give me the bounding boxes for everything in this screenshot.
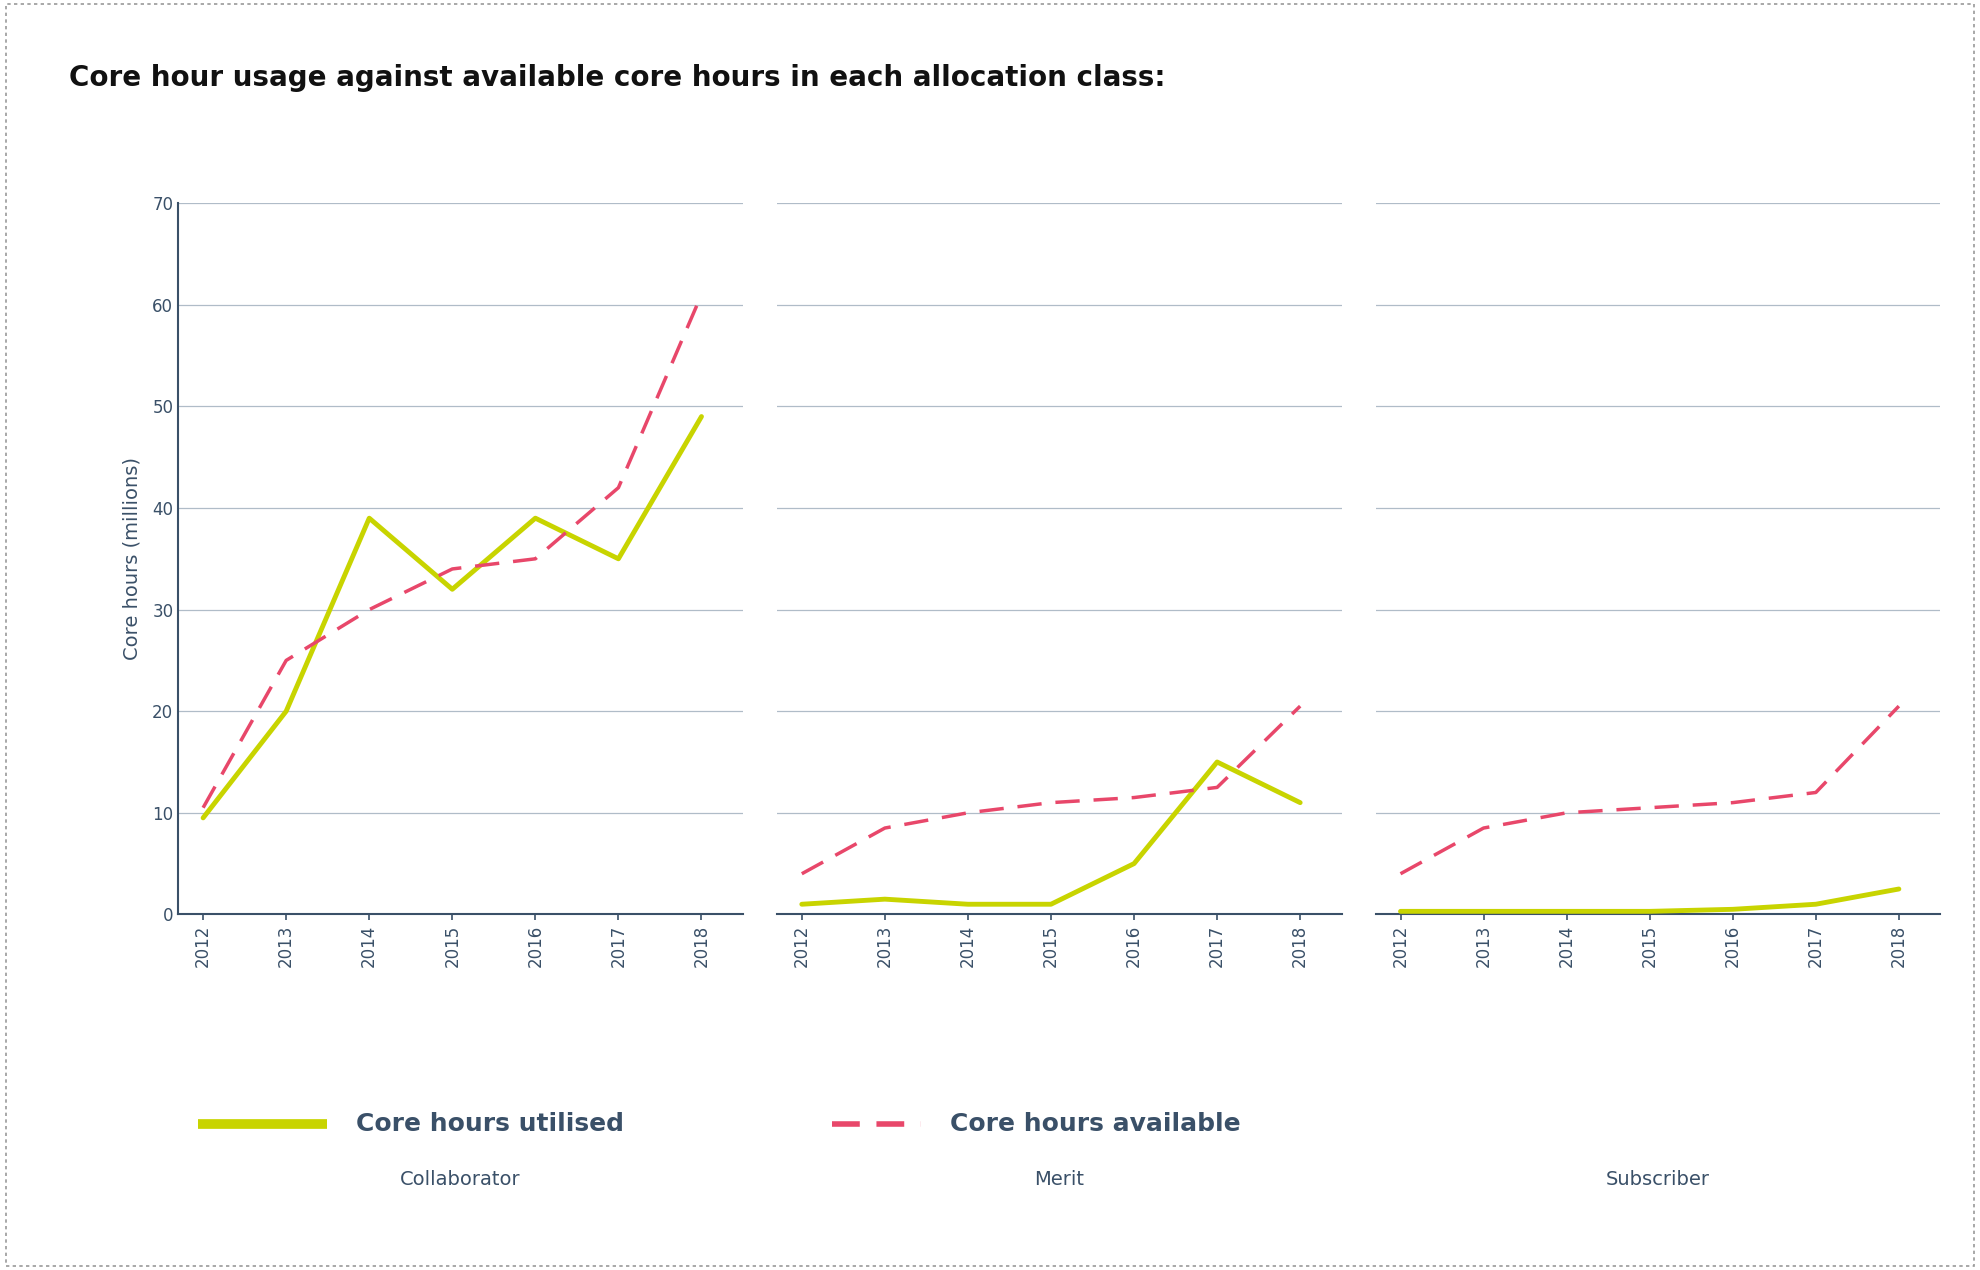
Text: Core hours utilised: Core hours utilised: [356, 1113, 624, 1135]
Y-axis label: Core hours (millions): Core hours (millions): [123, 457, 141, 660]
Text: Subscriber: Subscriber: [1606, 1171, 1711, 1190]
Text: Collaborator: Collaborator: [400, 1171, 521, 1190]
Text: Core hours available: Core hours available: [950, 1113, 1241, 1135]
Text: Merit: Merit: [1034, 1171, 1085, 1190]
Text: Core hour usage against available core hours in each allocation class:: Core hour usage against available core h…: [69, 64, 1166, 91]
